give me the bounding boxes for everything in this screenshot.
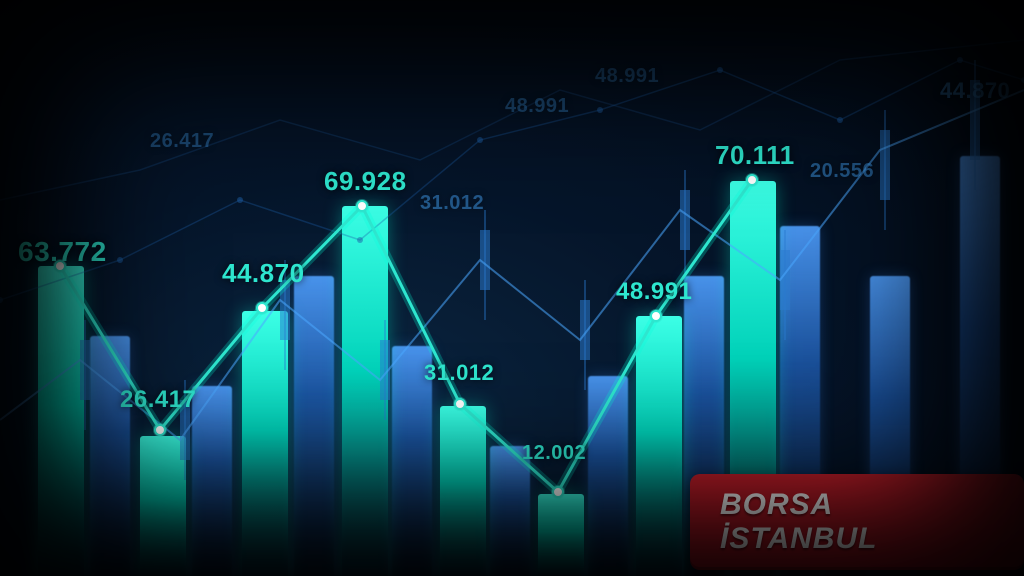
bg-label: 20.556: [810, 160, 874, 183]
bg-label: 48.991: [595, 65, 659, 88]
chart-stage: { "canvas": { "width": 1024, "height": 5…: [0, 0, 1024, 576]
bg-label: 31.012: [420, 192, 484, 215]
bar-teal-label: 48.991: [616, 278, 692, 306]
bar-teal: [38, 266, 84, 576]
bar-teal: [140, 436, 186, 576]
bar-teal-label: 12.002: [522, 442, 586, 465]
bar-teal: [636, 316, 682, 576]
bg-label: 48.991: [505, 95, 569, 118]
bar-teal-label: 69.928: [324, 166, 407, 197]
title-badge: BORSA İSTANBUL: [690, 474, 1024, 570]
bar-teal: [440, 406, 486, 576]
bar-teal: [538, 494, 584, 576]
bar-blue: [90, 336, 130, 576]
bar-blue: [490, 446, 530, 576]
bar-blue: [192, 386, 232, 576]
bar-teal: [242, 311, 288, 576]
bar-teal-label: 70.111: [715, 140, 795, 171]
bg-label: 44.870: [940, 78, 1010, 104]
bar-blue: [588, 376, 628, 576]
title-badge-text: BORSA İSTANBUL: [720, 488, 877, 555]
bg-label: 26.417: [150, 130, 214, 153]
bar-teal-label: 26.417: [120, 386, 196, 414]
bar-teal-label: 63.772: [18, 236, 107, 268]
bar-teal-label: 31.012: [424, 360, 494, 386]
bar-blue: [294, 276, 334, 576]
bar-teal: [342, 206, 388, 576]
bar-teal-label: 44.870: [222, 258, 305, 289]
